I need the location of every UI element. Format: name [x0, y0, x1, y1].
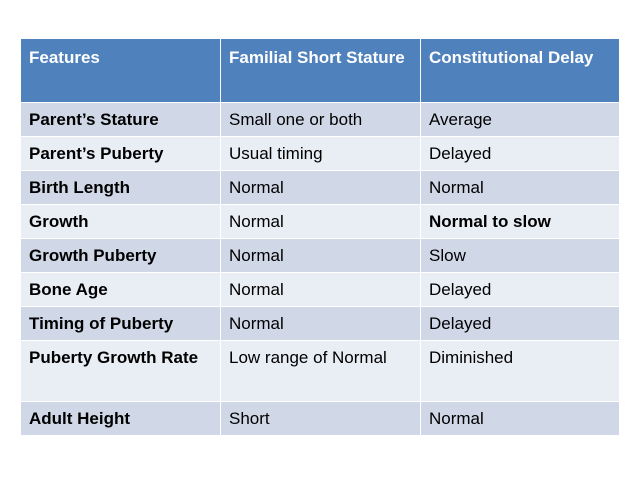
- table-row: Puberty Growth Rate Low range of Normal …: [20, 340, 620, 402]
- familial-cell: Low range of Normal: [220, 340, 421, 402]
- table-row: Bone Age Normal Delayed: [20, 272, 620, 307]
- header-row: Features Familial Short Stature Constitu…: [20, 38, 620, 103]
- header-familial-short-stature: Familial Short Stature: [220, 38, 421, 103]
- row-label: Parent’s Stature: [20, 102, 221, 137]
- familial-cell: Normal: [220, 306, 421, 341]
- row-label: Timing of Puberty: [20, 306, 221, 341]
- table-row: Parent’s Stature Small one or both Avera…: [20, 102, 620, 137]
- constitutional-cell: Delayed: [420, 306, 620, 341]
- table-row: Birth Length Normal Normal: [20, 170, 620, 205]
- familial-cell: Normal: [220, 272, 421, 307]
- table-row: Growth Puberty Normal Slow: [20, 238, 620, 273]
- familial-cell: Short: [220, 401, 421, 436]
- familial-cell: Normal: [220, 238, 421, 273]
- familial-cell: Normal: [220, 170, 421, 205]
- constitutional-cell: Normal: [420, 401, 620, 436]
- familial-cell: Small one or both: [220, 102, 421, 137]
- table-row: Timing of Puberty Normal Delayed: [20, 306, 620, 341]
- familial-cell: Usual timing: [220, 136, 421, 171]
- familial-cell: Normal: [220, 204, 421, 239]
- row-label: Growth Puberty: [20, 238, 221, 273]
- constitutional-cell: Average: [420, 102, 620, 137]
- row-label: Birth Length: [20, 170, 221, 205]
- row-label: Puberty Growth Rate: [20, 340, 221, 402]
- row-label: Parent’s Puberty: [20, 136, 221, 171]
- header-constitutional-delay: Constitutional Delay: [420, 38, 620, 103]
- table-row: Adult Height Short Normal: [20, 401, 620, 436]
- constitutional-cell: Diminished: [420, 340, 620, 402]
- constitutional-cell: Delayed: [420, 136, 620, 171]
- constitutional-cell: Slow: [420, 238, 620, 273]
- row-label: Bone Age: [20, 272, 221, 307]
- table-row: Growth Normal Normal to slow: [20, 204, 620, 239]
- header-features: Features: [20, 38, 221, 103]
- constitutional-cell: Delayed: [420, 272, 620, 307]
- constitutional-cell: Normal: [420, 170, 620, 205]
- comparison-table: Features Familial Short Stature Constitu…: [20, 38, 620, 436]
- table-row: Parent’s Puberty Usual timing Delayed: [20, 136, 620, 171]
- row-label: Growth: [20, 204, 221, 239]
- row-label: Adult Height: [20, 401, 221, 436]
- constitutional-cell: Normal to slow: [420, 204, 620, 239]
